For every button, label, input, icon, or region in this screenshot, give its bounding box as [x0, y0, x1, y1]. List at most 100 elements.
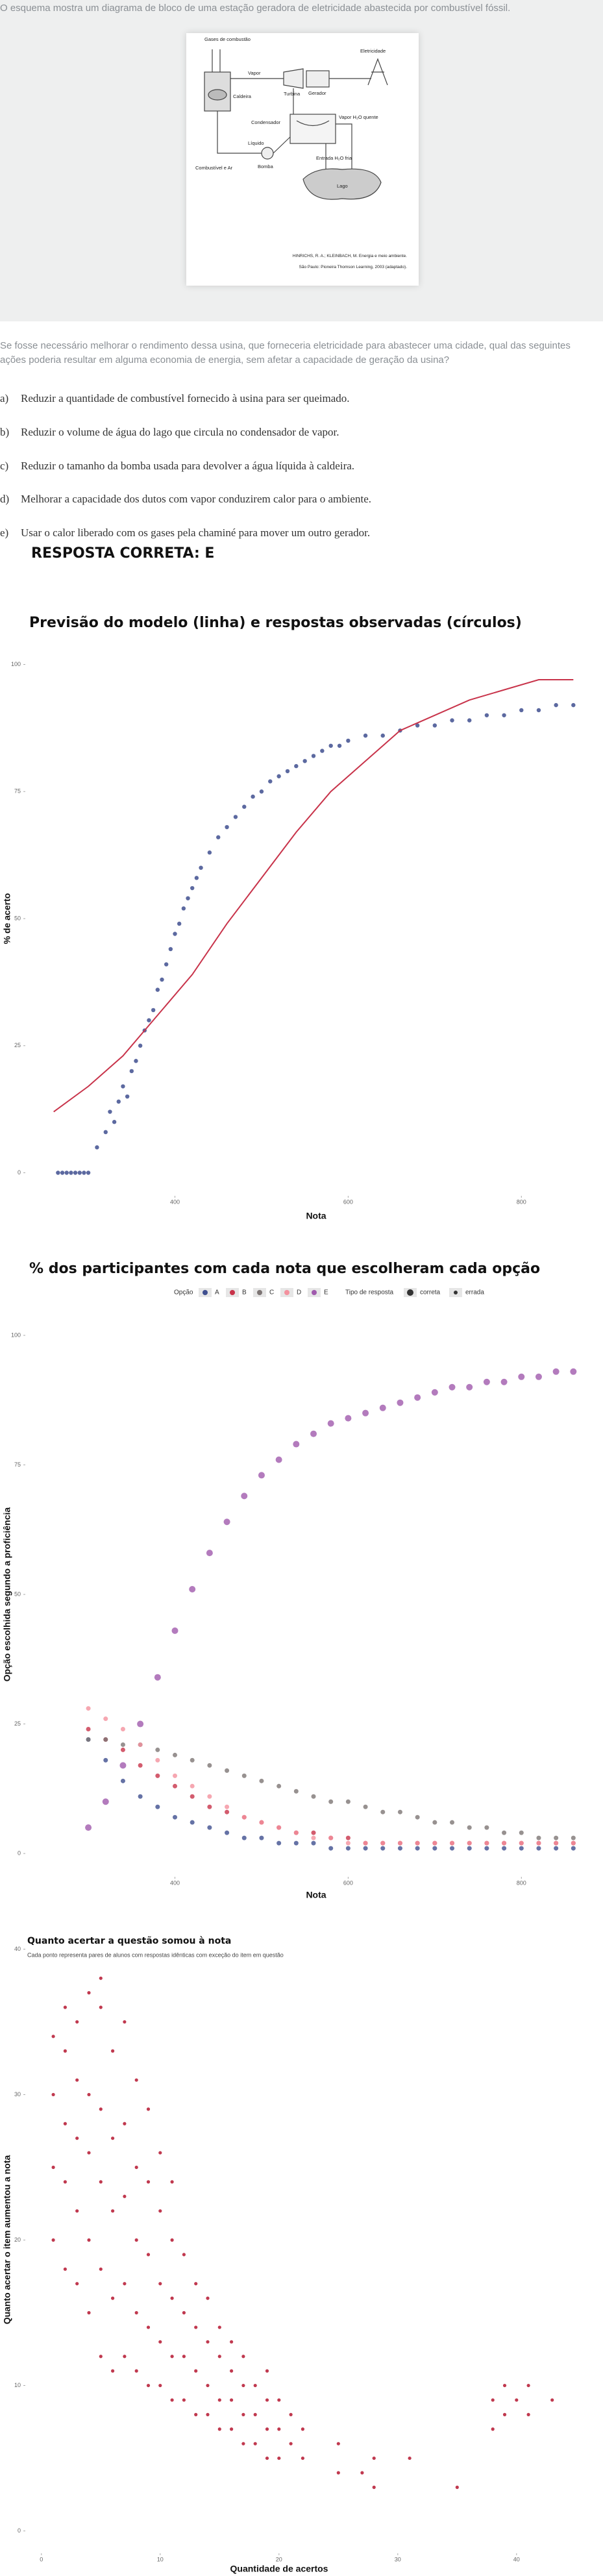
point: [207, 1825, 212, 1830]
point: [415, 1840, 420, 1846]
point: [502, 1846, 507, 1851]
point: [483, 1378, 490, 1385]
point: [134, 2310, 138, 2315]
point: [99, 2355, 103, 2359]
point: [491, 2427, 495, 2431]
point: [225, 824, 229, 830]
point: [194, 2325, 198, 2329]
point: [116, 1099, 121, 1104]
point: [327, 1420, 334, 1427]
x-tick-label: 10: [157, 2556, 164, 2562]
point: [95, 1145, 99, 1150]
point: [182, 2355, 186, 2359]
point: [294, 763, 299, 769]
point: [397, 1840, 402, 1846]
citation: HINRICHS, R. A.; KLEINBACH, M. Energia e…: [293, 254, 407, 258]
point: [554, 1846, 559, 1851]
option[interactable]: e) Usar o calor liberado com os gases pel…: [0, 526, 370, 539]
point: [554, 1835, 559, 1840]
point: [138, 1794, 143, 1799]
point: [302, 759, 307, 763]
point: [536, 708, 541, 713]
point: [206, 2340, 210, 2344]
point: [311, 1794, 316, 1799]
legend-title: Tipo de resposta: [345, 1289, 394, 1296]
point: [206, 2412, 210, 2416]
point: [519, 1830, 524, 1835]
point: [289, 2412, 293, 2416]
point: [86, 1727, 91, 1732]
x-tick-label: 800: [517, 1879, 526, 1886]
point: [467, 1846, 472, 1851]
point: [146, 2180, 151, 2184]
point: [259, 1835, 264, 1840]
point: [379, 1404, 386, 1411]
point: [310, 1430, 317, 1437]
option[interactable]: a) Reduzir a quantidade de combustível fo…: [0, 392, 350, 405]
option-text: Reduzir a quantidade de combustível forn…: [21, 392, 350, 404]
legend-title: Opção: [174, 1289, 193, 1296]
point: [491, 2398, 495, 2402]
point: [242, 804, 247, 809]
point: [86, 1737, 91, 1742]
point: [432, 1846, 437, 1851]
legend-swatch: [284, 1290, 289, 1295]
figure-label: Entrada H₂O fria: [316, 155, 352, 161]
option[interactable]: c) Reduzir o tamanho da bomba usada para …: [0, 460, 354, 473]
point: [372, 2456, 376, 2460]
point: [225, 1830, 230, 1835]
point: [110, 2049, 115, 2053]
point: [230, 2427, 234, 2431]
point: [177, 921, 182, 926]
point: [380, 1809, 386, 1814]
point: [397, 1399, 404, 1406]
point: [151, 1008, 156, 1013]
y-tick-label: 30: [14, 2091, 21, 2098]
point: [415, 1814, 420, 1820]
y-axis-label: % de acerto: [2, 893, 12, 945]
point: [345, 1835, 351, 1840]
point: [345, 1415, 352, 1422]
point: [502, 1840, 507, 1846]
option-text: Reduzir o tamanho da bomba usada para de…: [21, 460, 355, 472]
point: [241, 1773, 247, 1778]
point: [110, 2209, 115, 2213]
chart-title: Previsão do modelo (linha) e respostas o…: [29, 615, 522, 631]
point: [277, 2427, 281, 2431]
point: [571, 1846, 576, 1851]
legend-swatch: [454, 1291, 458, 1294]
point: [268, 779, 273, 784]
figure-label: Lago: [337, 183, 348, 189]
point: [75, 2020, 79, 2024]
point: [233, 815, 238, 819]
point: [158, 2383, 162, 2388]
option[interactable]: b) Reduzir o volume de água do lago que c…: [0, 426, 339, 439]
point: [173, 1752, 178, 1757]
point: [449, 1383, 456, 1391]
point: [225, 1768, 230, 1773]
point: [328, 1799, 334, 1804]
point: [190, 1757, 195, 1763]
y-tick-label: 40: [14, 1946, 21, 1952]
option[interactable]: d) Melhorar a capacidade dos dutos com va…: [0, 493, 371, 506]
point: [158, 2209, 162, 2213]
point: [63, 2267, 67, 2271]
point: [258, 1472, 265, 1479]
point: [82, 1170, 86, 1175]
y-tick-label: 0: [18, 1169, 21, 1176]
figure-label: Gerador: [308, 90, 326, 96]
point: [164, 962, 169, 967]
point: [146, 2325, 151, 2329]
point: [277, 1840, 282, 1846]
point: [99, 1976, 103, 1980]
point: [99, 2180, 103, 2184]
x-tick-label: 600: [343, 1198, 353, 1205]
figure-label: Condensador: [251, 119, 281, 125]
point: [293, 1840, 299, 1846]
point: [311, 1830, 316, 1835]
point: [123, 2122, 127, 2125]
point: [120, 1742, 125, 1747]
figure-label: Gases de combustão: [204, 36, 251, 42]
point: [217, 2427, 221, 2431]
point: [502, 713, 506, 717]
